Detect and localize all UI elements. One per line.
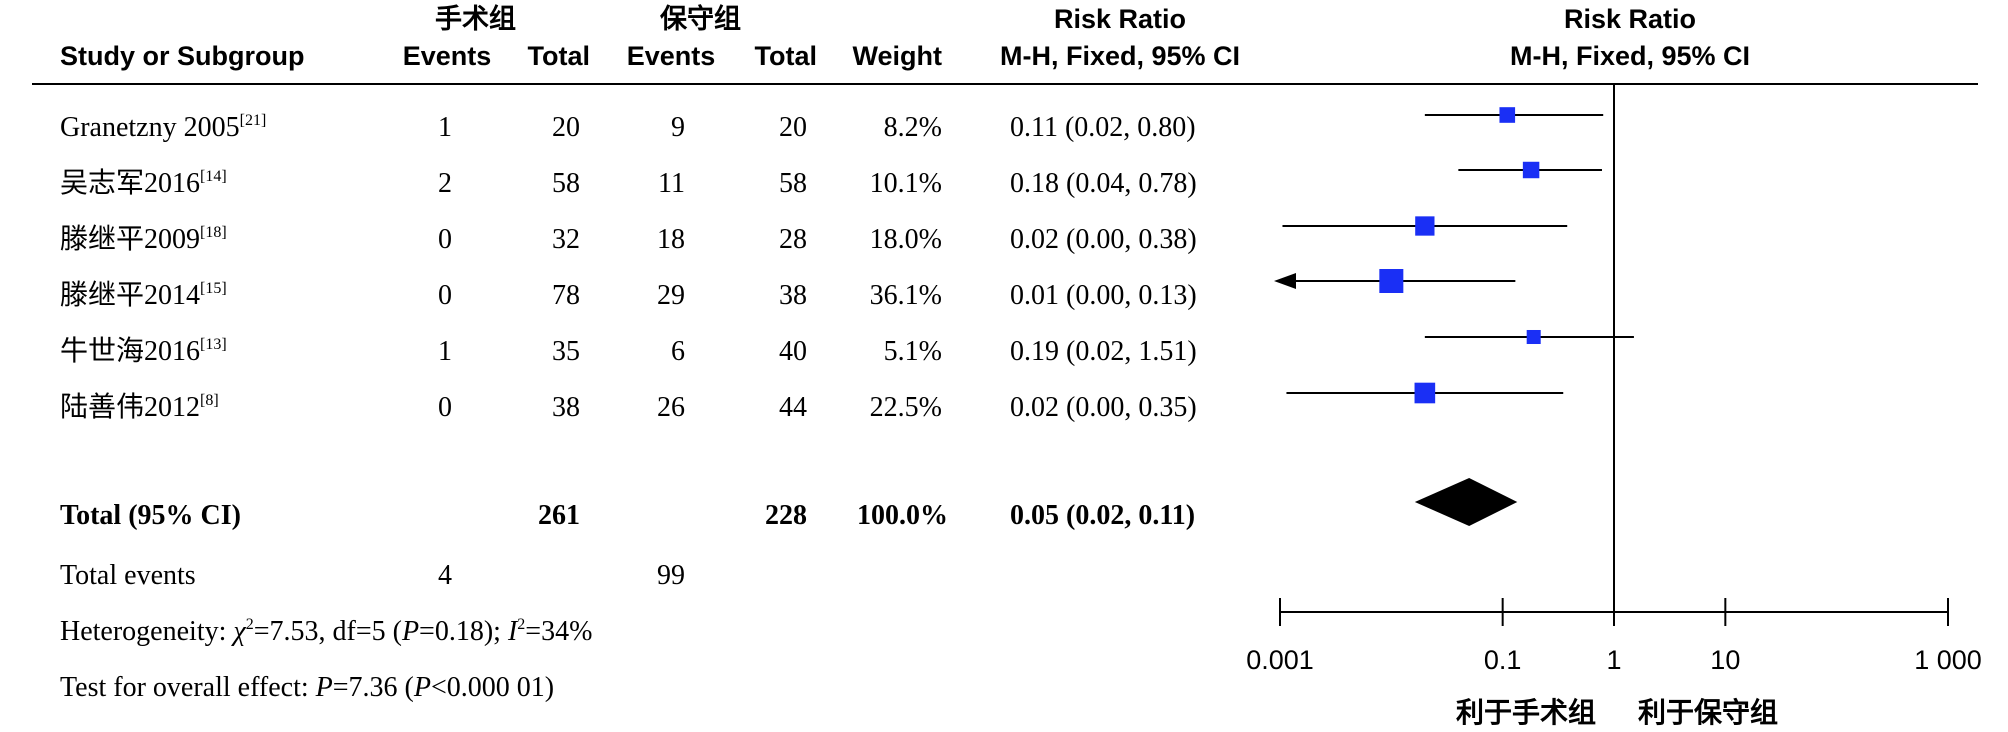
study-ref: [21] bbox=[239, 112, 267, 129]
weight-cell: 22.5% bbox=[869, 392, 942, 423]
total2-cell: 20 bbox=[779, 112, 807, 143]
events2-cell: 26 bbox=[657, 392, 685, 423]
weight-cell: 5.1% bbox=[883, 336, 942, 367]
ci-text-cell: 0.02 (0.00, 0.38) bbox=[1010, 224, 1197, 255]
x-tick-label: 1 000 bbox=[1914, 645, 1982, 675]
x-tick-label: 1 bbox=[1606, 645, 1621, 675]
study-header: Study or Subgroup bbox=[60, 41, 305, 71]
point-estimate bbox=[1499, 107, 1516, 123]
total2-cell: 38 bbox=[779, 280, 807, 311]
study-ref: [8] bbox=[200, 392, 219, 409]
study-name: 滕继平2009 bbox=[60, 224, 201, 255]
total-events2: 99 bbox=[657, 560, 685, 591]
total1-cell: 35 bbox=[552, 336, 580, 367]
heterogeneity-text: Heterogeneity: χ2=7.53, df=5 (P=0.18); I… bbox=[60, 616, 593, 647]
pooled-diamond bbox=[1414, 478, 1518, 526]
x-tick-label: 0.1 bbox=[1484, 645, 1522, 675]
point-estimate bbox=[1415, 216, 1435, 236]
events1-header: Events bbox=[402, 41, 492, 71]
total-events-label: Total events bbox=[60, 560, 196, 591]
x-label-right: 利于保守组 bbox=[1638, 696, 1778, 728]
total-ci-text: 0.05 (0.02, 0.11) bbox=[1010, 500, 1196, 531]
point-estimate bbox=[1414, 382, 1436, 404]
ci-text-cell: 0.02 (0.00, 0.35) bbox=[1010, 392, 1197, 423]
total-label: Total (95% CI) bbox=[60, 500, 241, 531]
point-estimate bbox=[1379, 269, 1404, 293]
study-name: 陆善伟2012 bbox=[60, 392, 201, 423]
point-estimate bbox=[1526, 329, 1541, 345]
events1-cell: 0 bbox=[438, 392, 452, 423]
events2-cell: 9 bbox=[671, 112, 685, 143]
overall-effect-text: Test for overall effect: P=7.36 (P<0.000… bbox=[60, 672, 555, 703]
total1-cell: 20 bbox=[552, 112, 580, 143]
ci-arrow bbox=[1274, 273, 1296, 289]
total1-header: Total bbox=[527, 41, 591, 71]
x-label-left: 利于手术组 bbox=[1456, 697, 1596, 728]
study-ref: [18] bbox=[200, 224, 227, 241]
study-name: Granetzny 2005 bbox=[60, 112, 240, 143]
x-tick-label: 10 bbox=[1710, 645, 1740, 675]
group2-header: 保守组 bbox=[660, 4, 741, 34]
total1-cell: 32 bbox=[552, 224, 580, 255]
total1-sum: 261 bbox=[538, 500, 580, 531]
study-name: 滕继平2014 bbox=[60, 280, 201, 311]
plot-method-header: M-H, Fixed, 95% CI bbox=[1509, 41, 1751, 71]
total2-cell: 40 bbox=[779, 336, 807, 367]
total2-cell: 58 bbox=[779, 168, 807, 199]
weight-cell: 36.1% bbox=[869, 280, 942, 311]
study-ref: [14] bbox=[200, 168, 227, 185]
total1-cell: 78 bbox=[552, 280, 580, 311]
weight-header: Weight bbox=[852, 41, 943, 71]
events2-cell: 11 bbox=[658, 168, 685, 199]
ci-text-cell: 0.01 (0.00, 0.13) bbox=[1010, 280, 1197, 311]
total2-sum: 228 bbox=[765, 500, 807, 531]
rr-method-header: M-H, Fixed, 95% CI bbox=[999, 41, 1241, 71]
study-name: 牛世海2016 bbox=[60, 336, 201, 367]
total-events1: 4 bbox=[438, 560, 452, 591]
ci-text-cell: 0.18 (0.04, 0.78) bbox=[1010, 168, 1197, 199]
events2-cell: 18 bbox=[657, 224, 685, 255]
x-tick-label: 0.001 bbox=[1246, 645, 1314, 675]
weight-cell: 10.1% bbox=[869, 168, 942, 199]
study-ref: [13] bbox=[200, 336, 227, 353]
total1-cell: 58 bbox=[552, 168, 580, 199]
total-weight: 100.0% bbox=[857, 500, 948, 531]
events1-cell: 1 bbox=[438, 112, 452, 143]
ci-text-cell: 0.11 (0.02, 0.80) bbox=[1010, 112, 1196, 143]
rr-title: Risk Ratio bbox=[1053, 4, 1187, 34]
events1-cell: 0 bbox=[438, 224, 452, 255]
group1-header: 手术组 bbox=[435, 4, 516, 34]
total1-cell: 38 bbox=[552, 392, 580, 423]
events1-cell: 2 bbox=[438, 168, 452, 199]
events1-cell: 1 bbox=[438, 336, 452, 367]
header-rule bbox=[32, 83, 1978, 85]
events2-cell: 29 bbox=[657, 280, 685, 311]
study-name: 吴志军2016 bbox=[60, 168, 201, 199]
events2-cell: 6 bbox=[671, 336, 685, 367]
total2-header: Total bbox=[754, 41, 818, 71]
total2-cell: 44 bbox=[779, 392, 807, 423]
plot-title: Risk Ratio bbox=[1563, 4, 1697, 34]
study-ref: [15] bbox=[200, 280, 227, 297]
events2-header: Events bbox=[626, 41, 716, 71]
weight-cell: 8.2% bbox=[883, 112, 942, 143]
weight-cell: 18.0% bbox=[869, 224, 942, 255]
total2-cell: 28 bbox=[779, 224, 807, 255]
point-estimate bbox=[1522, 161, 1540, 179]
events1-cell: 0 bbox=[438, 280, 452, 311]
ci-text-cell: 0.19 (0.02, 1.51) bbox=[1010, 336, 1197, 367]
